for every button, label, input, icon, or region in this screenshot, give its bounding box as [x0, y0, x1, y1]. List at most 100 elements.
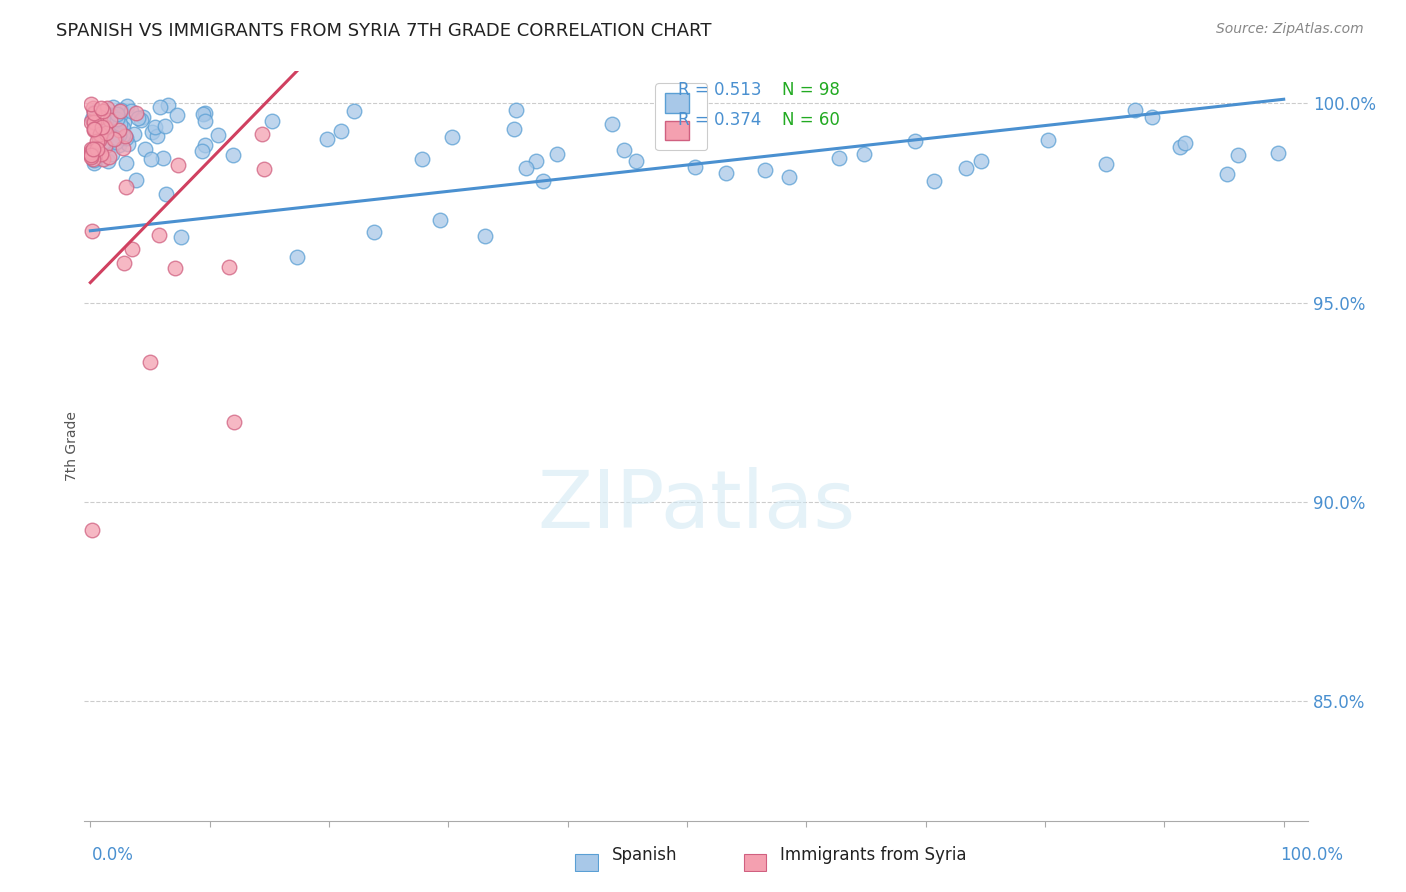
Point [93, 120, 115, 134]
Point [110, 108, 132, 122]
Point [152, 151, 174, 165]
Point [90, 125, 112, 139]
Point [114, 131, 136, 145]
Text: 0.0%: 0.0% [91, 846, 134, 863]
Point [546, 147, 568, 161]
Text: Immigrants from Syria: Immigrants from Syria [780, 846, 967, 863]
Text: R = 0.374: R = 0.374 [678, 112, 761, 129]
Point [778, 170, 800, 185]
Point [104, 135, 127, 149]
Point [97, 150, 120, 164]
Point [80, 150, 103, 164]
Point [624, 154, 647, 169]
Point [111, 141, 134, 155]
Text: SPANISH VS IMMIGRANTS FROM SYRIA 7TH GRADE CORRELATION CHART: SPANISH VS IMMIGRANTS FROM SYRIA 7TH GRA… [56, 22, 711, 40]
Point [139, 152, 162, 166]
Point [91, 152, 114, 166]
Point [86, 134, 108, 148]
Point [80, 112, 103, 126]
Point [955, 161, 977, 175]
Point [342, 104, 364, 119]
Point [153, 120, 176, 134]
Point [101, 147, 124, 161]
Point [111, 128, 134, 143]
Point [1267, 145, 1289, 160]
Point [89, 127, 111, 141]
Point [155, 187, 177, 202]
Point [262, 114, 284, 128]
Point [93, 103, 115, 118]
Point [105, 112, 128, 127]
Point [904, 135, 927, 149]
Point [89, 102, 111, 116]
Point [194, 138, 217, 153]
Point [80, 147, 103, 161]
Text: 100.0%: 100.0% [1279, 846, 1343, 863]
Point [191, 144, 214, 158]
Point [96, 128, 118, 142]
Point [91, 136, 114, 150]
Point [1216, 168, 1239, 182]
Point [94, 137, 117, 152]
Point [316, 132, 339, 146]
Point [194, 114, 217, 128]
Point [101, 116, 124, 130]
Point [1226, 147, 1249, 161]
Point [474, 229, 496, 244]
Point [222, 148, 245, 162]
Point [253, 161, 276, 176]
Point [252, 128, 274, 142]
Point [613, 143, 636, 157]
Point [1095, 157, 1118, 171]
Point [166, 108, 188, 122]
Point [970, 153, 993, 168]
Point [110, 103, 132, 117]
Point [524, 153, 547, 168]
Point [329, 124, 352, 138]
Point [165, 261, 187, 276]
Point [924, 174, 946, 188]
Point [89, 130, 111, 145]
Point [117, 136, 139, 151]
Point [139, 355, 162, 369]
Point [93, 139, 115, 153]
Y-axis label: 7th Grade: 7th Grade [65, 411, 79, 481]
Point [83, 122, 105, 136]
Point [194, 105, 217, 120]
Point [148, 228, 170, 243]
Point [83, 156, 105, 170]
Text: ZIPatlas: ZIPatlas [537, 467, 855, 545]
Point [83, 153, 105, 167]
Point [97, 153, 120, 168]
Point [101, 110, 124, 124]
Point [141, 125, 163, 139]
Point [105, 107, 128, 121]
Point [90, 147, 112, 161]
Point [82, 152, 104, 166]
Point [1142, 110, 1164, 124]
Point [115, 99, 138, 113]
Point [120, 103, 142, 118]
Point [121, 242, 143, 256]
Point [429, 213, 451, 227]
Point [134, 142, 156, 156]
Point [440, 130, 463, 145]
Point [1168, 140, 1191, 154]
Point [363, 225, 385, 239]
Point [108, 103, 131, 118]
Point [80, 523, 103, 537]
Text: N = 60: N = 60 [782, 112, 839, 129]
Point [114, 128, 136, 143]
Point [80, 115, 103, 129]
Point [108, 117, 131, 131]
Point [716, 166, 738, 180]
Point [82, 142, 104, 156]
Point [149, 100, 172, 114]
Point [84, 141, 107, 155]
Point [91, 120, 114, 135]
Point [115, 179, 138, 194]
Point [83, 122, 105, 136]
Point [193, 107, 215, 121]
Text: Source: ZipAtlas.com: Source: ZipAtlas.com [1216, 22, 1364, 37]
Point [531, 173, 554, 187]
